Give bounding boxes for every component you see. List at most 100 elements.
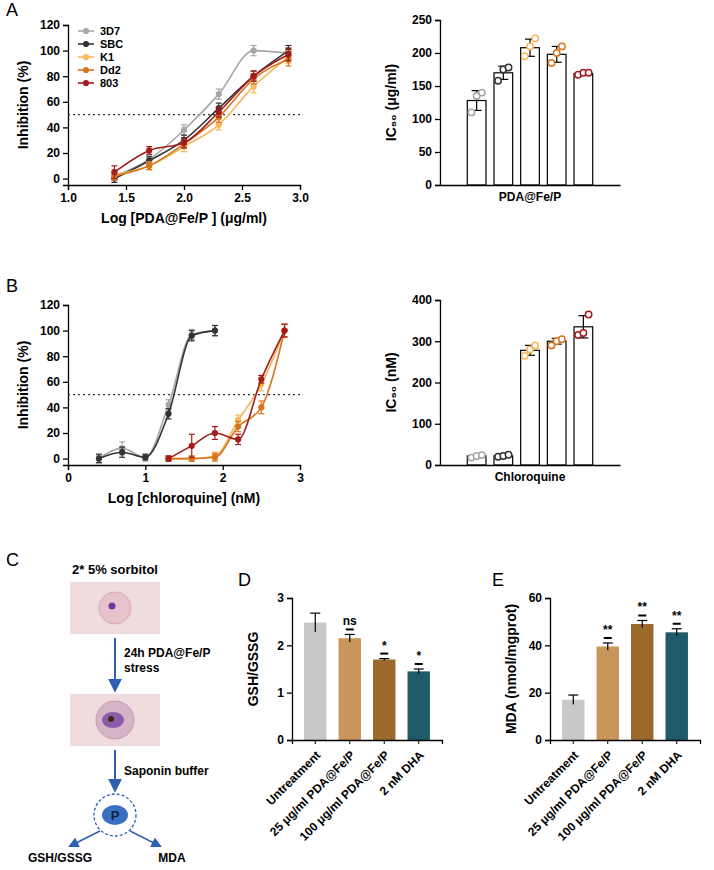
plot-area	[304, 613, 430, 740]
point	[235, 424, 241, 430]
axis-line	[441, 185, 621, 186]
axis: 1.01.52.02.53.0	[60, 185, 309, 205]
tick-label: 100	[412, 417, 432, 431]
tick: 50	[419, 145, 440, 159]
tick: 20	[529, 686, 550, 700]
error-bar	[672, 629, 682, 636]
error-bar	[251, 71, 257, 81]
panel: Chloroquine0100200300400IC₅₀ (nM)	[383, 293, 621, 484]
bar	[666, 632, 688, 740]
tick: 2 nM DHA	[635, 740, 685, 798]
plot-area	[68, 45, 300, 182]
tick: 80	[47, 70, 68, 84]
tick-label: 2 nM DHA	[635, 748, 685, 798]
point	[212, 430, 218, 436]
error-bar	[379, 659, 389, 661]
tick: 2 nM DHA	[377, 740, 427, 798]
panel-label: B	[6, 276, 18, 296]
point	[146, 163, 152, 169]
output-label: MDA	[158, 851, 186, 865]
tick-label: 0	[53, 172, 60, 186]
tick-mark	[63, 407, 68, 408]
significance-label: ns	[343, 614, 357, 628]
point	[251, 73, 257, 79]
threshold-line	[68, 394, 300, 395]
tick: 300	[412, 335, 440, 349]
tick: 0	[65, 465, 72, 485]
tick-label: 3	[277, 591, 284, 605]
tick-label: 0	[535, 733, 542, 747]
axis-line	[287, 599, 293, 741]
tick: 3	[297, 465, 304, 485]
axis: Untreatment25 μg/ml PDA@Fe/P100 μg/ml PD…	[521, 740, 700, 844]
point	[212, 328, 218, 334]
tick-label: 0	[53, 452, 60, 466]
axis: 0204060	[529, 591, 551, 747]
bar	[373, 660, 395, 740]
tick-label: Chloroquine	[495, 470, 566, 484]
tick-label: 120	[40, 298, 60, 312]
error-bar	[146, 162, 152, 170]
tick-label: 1	[277, 686, 284, 700]
tick-mark	[63, 330, 68, 331]
tick-mark	[63, 127, 68, 128]
error-bar	[285, 48, 291, 61]
tick: 3	[277, 591, 292, 605]
replicate-point	[532, 342, 538, 348]
tick-label: 2.5	[234, 191, 251, 205]
error-bar	[578, 316, 588, 338]
tick: 40	[47, 401, 68, 415]
error-bar	[637, 620, 647, 627]
replicate-point	[553, 50, 559, 56]
tick-mark	[242, 185, 243, 190]
replicate-point	[468, 109, 474, 115]
error-bar	[189, 434, 195, 457]
tick: 250	[412, 13, 440, 27]
tick-label: PDA@Fe/P	[499, 190, 561, 204]
bar	[574, 327, 593, 465]
error-bar	[166, 456, 172, 461]
plot-area	[467, 311, 592, 465]
error-bar	[166, 456, 172, 461]
tick-label: 0	[277, 733, 284, 747]
panel-label: E	[492, 570, 504, 590]
tick-label: 60	[47, 95, 61, 109]
error-bar	[142, 455, 148, 460]
tick-label: 120	[40, 18, 60, 32]
error-bar	[251, 45, 257, 55]
tick: 0	[535, 733, 550, 747]
tick: 100	[412, 417, 440, 431]
error-bar	[181, 138, 187, 148]
tick-mark	[223, 465, 224, 470]
tick: 20	[47, 146, 68, 160]
axis: Chloroquine	[441, 465, 621, 484]
tick-mark	[63, 356, 68, 357]
tick-mark	[435, 86, 440, 87]
tick-label: 50	[419, 145, 433, 159]
point	[285, 51, 291, 57]
replicate-point	[505, 64, 511, 70]
tick-mark	[676, 740, 677, 744]
tick: 100	[40, 44, 68, 58]
tick-label: 20	[47, 146, 61, 160]
error-bar	[181, 125, 187, 135]
bar	[521, 350, 540, 465]
replicate-point	[580, 330, 586, 336]
step-label: Saponin buffer	[124, 764, 209, 778]
point	[96, 456, 102, 462]
replicate-point	[522, 53, 528, 59]
tick-mark	[63, 25, 68, 26]
replicate-point	[522, 352, 528, 358]
error-bar	[345, 634, 355, 642]
tick: 100 μg/ml PDA@Fe/P	[297, 740, 393, 844]
output-label: GSH/GSSG	[28, 851, 92, 865]
axis: 020406080100120	[40, 298, 69, 466]
axis-title: Inhibition (%)	[15, 61, 31, 150]
error-bar	[96, 455, 102, 463]
tick: 100 μg/ml PDA@Fe/P	[555, 740, 651, 844]
tick: 1	[142, 465, 149, 485]
tick-mark	[545, 693, 550, 694]
error-bar	[568, 695, 578, 704]
legend: 3D7SBCK1Dd2803	[78, 25, 123, 89]
tick-mark	[435, 152, 440, 153]
